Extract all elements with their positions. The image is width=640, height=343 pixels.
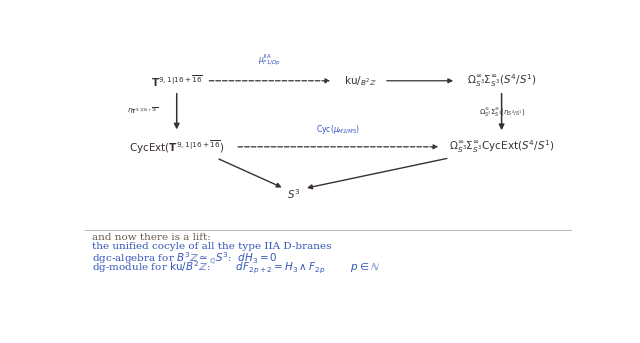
Text: $S^3$: $S^3$ xyxy=(287,187,300,201)
Text: $\eta_{\mathbf{T}^{9,1|16+\overline{16}}}$: $\eta_{\mathbf{T}^{9,1|16+\overline{16}}… xyxy=(127,107,159,116)
Text: and now there is a lift:: and now there is a lift: xyxy=(92,233,211,241)
Text: $\mathrm{Cyc}(\mu_{M2/M5})$: $\mathrm{Cyc}(\mu_{M2/M5})$ xyxy=(316,123,360,136)
Text: $\Omega^\infty_{S^3}\Sigma^\infty_{S^3}\mathrm{CycExt}(S^4/S^1)$: $\Omega^\infty_{S^3}\Sigma^\infty_{S^3}\… xyxy=(449,139,554,155)
Text: $\mathrm{CycExt}(\mathbf{T}^{9,1|16+\overline{16}})$: $\mathrm{CycExt}(\mathbf{T}^{9,1|16+\ove… xyxy=(129,138,225,156)
Text: $\mu^{\mathrm{IIA}}_{F1/Dp}$: $\mu^{\mathrm{IIA}}_{F1/Dp}$ xyxy=(259,52,281,68)
Text: $\mathrm{ku}/_{B^2\mathbb{Z}}$: $\mathrm{ku}/_{B^2\mathbb{Z}}$ xyxy=(344,74,376,88)
Text: dgc-algebra for $B^3\mathbb{Z} \simeq_\mathbb{Q} S^3$:  $dH_3 = 0$: dgc-algebra for $B^3\mathbb{Z} \simeq_\m… xyxy=(92,251,278,267)
Text: $\Omega^\infty_{S^3}\Sigma^\infty_{S^3}(S^4/S^1)$: $\Omega^\infty_{S^3}\Sigma^\infty_{S^3}(… xyxy=(467,72,536,89)
Text: the unified cocyle of all the type IIA D-branes: the unified cocyle of all the type IIA D… xyxy=(92,242,332,251)
Text: $\Omega^\infty_{S^3}\Sigma^\infty_{S^3}(\eta_{S^4/S^1})$: $\Omega^\infty_{S^3}\Sigma^\infty_{S^3}(… xyxy=(479,106,526,119)
Text: $\mathbf{T}^{9,1|16+\overline{16}}$: $\mathbf{T}^{9,1|16+\overline{16}}$ xyxy=(151,73,203,88)
Text: dg-module for $\mathrm{ku}/B^2\mathbb{Z}$:        $dF_{2p+2} = H_3 \wedge F_{2p}: dg-module for $\mathrm{ku}/B^2\mathbb{Z}… xyxy=(92,260,380,276)
